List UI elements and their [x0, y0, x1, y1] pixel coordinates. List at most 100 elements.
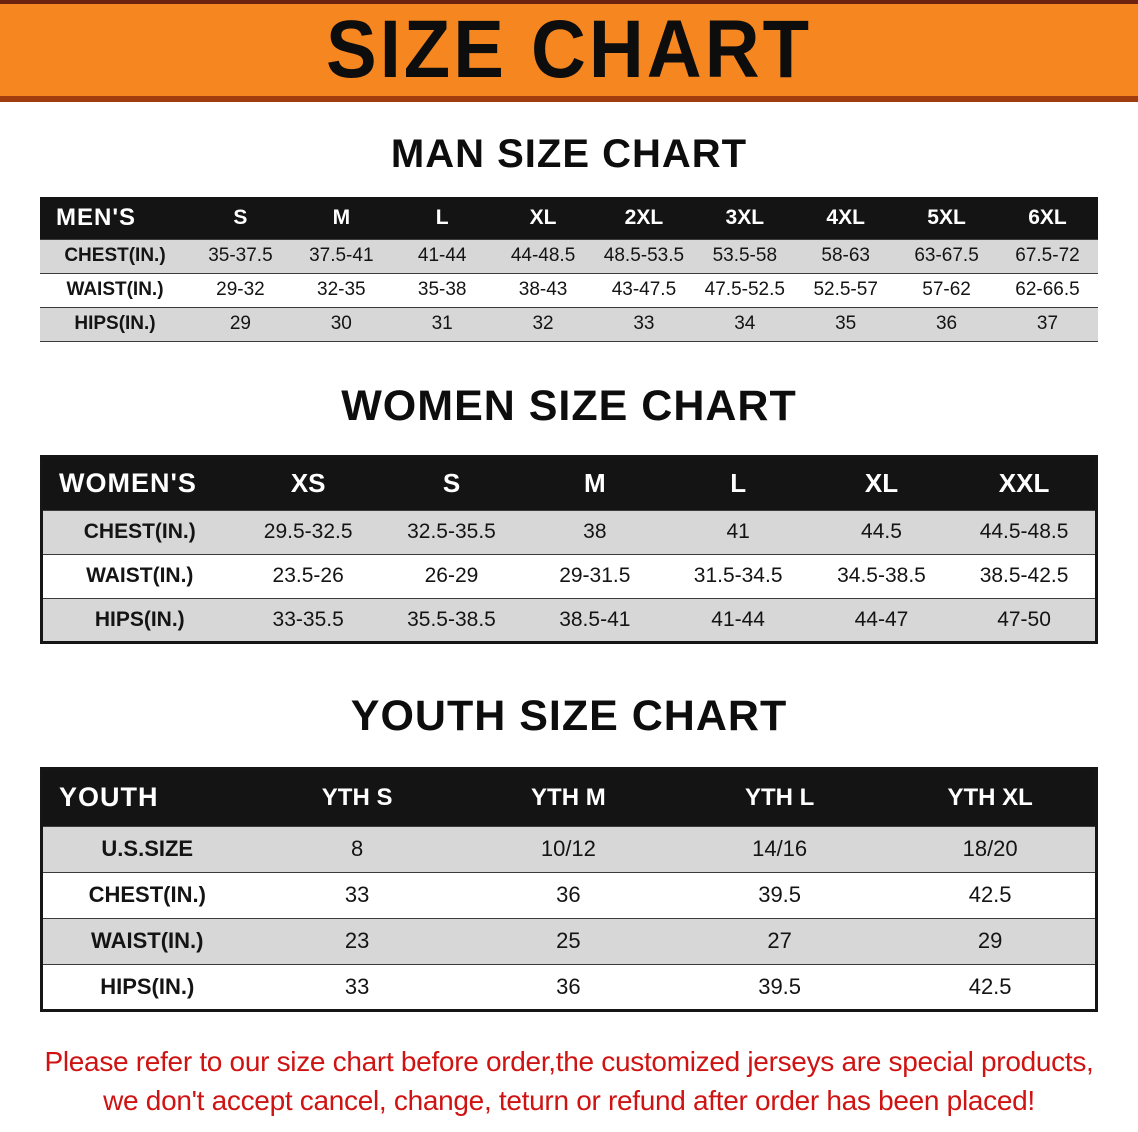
- size-value: 33: [251, 963, 463, 1010]
- size-value: 36: [896, 306, 997, 341]
- table-row: CHEST(IN.) 33 36 39.5 42.5: [41, 871, 1097, 918]
- size-column-header: 3XL: [694, 197, 796, 239]
- size-value: 29-32: [190, 272, 291, 307]
- size-value: 47-50: [953, 597, 1097, 642]
- size-value: 29: [885, 917, 1097, 964]
- size-column-header: 6XL: [997, 197, 1098, 239]
- size-value: 41-44: [391, 238, 493, 273]
- size-value: 35-37.5: [190, 238, 291, 273]
- size-value: 48.5-53.5: [593, 238, 695, 273]
- banner-title: SIZE CHART: [326, 3, 812, 96]
- size-value: 57-62: [896, 272, 997, 307]
- size-column-header: XS: [236, 456, 380, 510]
- row-label: WAIST(IN.): [40, 272, 190, 307]
- table-row: WAIST(IN.) 29-32 32-35 35-38 38-43 43-47…: [40, 272, 1098, 307]
- size-value: 41: [666, 509, 810, 554]
- row-label: HIPS(IN.): [41, 963, 252, 1010]
- size-value: 32: [492, 306, 594, 341]
- size-value: 37.5-41: [290, 238, 392, 273]
- size-value: 34.5-38.5: [809, 553, 954, 598]
- size-value: 42.5: [885, 963, 1097, 1010]
- size-column-header: 4XL: [795, 197, 897, 239]
- size-column-header: M: [290, 197, 392, 239]
- size-column-header: L: [391, 197, 493, 239]
- size-value: 38.5-42.5: [953, 553, 1097, 598]
- size-value: 52.5-57: [795, 272, 897, 307]
- size-value: 29-31.5: [523, 553, 667, 598]
- size-value: 39.5: [674, 871, 886, 918]
- size-value: 23: [251, 917, 463, 964]
- size-value: 31.5-34.5: [666, 553, 810, 598]
- youth-section-heading: YOUTH SIZE CHART: [350, 691, 788, 740]
- row-label: WAIST(IN.): [41, 553, 237, 598]
- size-column-header: 5XL: [896, 197, 997, 239]
- table-row: CHEST(IN.) 29.5-32.5 32.5-35.5 38 41 44.…: [41, 509, 1097, 554]
- men-section-heading: MAN SIZE CHART: [390, 132, 748, 176]
- women-table-title: WOMEN'S: [41, 456, 237, 510]
- row-label: U.S.SIZE: [41, 825, 252, 872]
- size-column-header: S: [379, 456, 524, 510]
- table-row: CHEST(IN.) 35-37.5 37.5-41 41-44 44-48.5…: [40, 238, 1098, 273]
- size-column-header: YTH S: [251, 768, 463, 826]
- size-value: 35: [795, 306, 897, 341]
- size-value: 35.5-38.5: [379, 597, 524, 642]
- row-label: CHEST(IN.): [40, 238, 190, 273]
- size-value: 30: [290, 306, 392, 341]
- size-column-header: XL: [492, 197, 594, 239]
- size-value: 44-47: [809, 597, 954, 642]
- size-value: 41-44: [666, 597, 810, 642]
- size-value: 38-43: [492, 272, 594, 307]
- row-label: CHEST(IN.): [41, 509, 237, 554]
- size-value: 32-35: [290, 272, 392, 307]
- size-value: 39.5: [674, 963, 886, 1010]
- size-value: 47.5-52.5: [694, 272, 796, 307]
- size-value: 63-67.5: [896, 238, 997, 273]
- size-value: 36: [462, 871, 674, 918]
- youth-table-title: YOUTH: [41, 768, 252, 826]
- men-table-title: MEN'S: [40, 197, 190, 239]
- women-size-table: WOMEN'S XS S M L XL XXL CHEST(IN.) 29.5-…: [40, 454, 1098, 644]
- footer-note: Please refer to our size chart before or…: [0, 1042, 1138, 1120]
- size-column-header: 2XL: [593, 197, 695, 239]
- youth-header-row: YOUTH YTH S YTH M YTH L YTH XL: [41, 768, 1097, 826]
- row-label: HIPS(IN.): [41, 597, 237, 642]
- size-value: 8: [251, 825, 463, 872]
- size-value: 42.5: [885, 871, 1097, 918]
- size-value: 35-38: [391, 272, 493, 307]
- table-row: HIPS(IN.) 33 36 39.5 42.5: [41, 963, 1097, 1010]
- table-row: WAIST(IN.) 23.5-26 26-29 29-31.5 31.5-34…: [41, 553, 1097, 598]
- size-value: 18/20: [885, 825, 1097, 872]
- size-value: 34: [694, 306, 796, 341]
- women-header-row: WOMEN'S XS S M L XL XXL: [41, 456, 1097, 510]
- size-value: 33: [251, 871, 463, 918]
- size-value: 33-35.5: [236, 597, 380, 642]
- footer-note-line-1: Please refer to our size chart before or…: [44, 1045, 1094, 1077]
- size-value: 38: [523, 509, 667, 554]
- size-value: 58-63: [795, 238, 897, 273]
- youth-size-table: YOUTH YTH S YTH M YTH L YTH XL U.S.SIZE …: [40, 766, 1098, 1012]
- table-row: HIPS(IN.) 33-35.5 35.5-38.5 38.5-41 41-4…: [41, 597, 1097, 642]
- table-row: WAIST(IN.) 23 25 27 29: [41, 917, 1097, 964]
- size-value: 53.5-58: [694, 238, 796, 273]
- size-value: 10/12: [462, 825, 674, 872]
- size-value: 23.5-26: [236, 553, 380, 598]
- size-value: 44.5-48.5: [953, 509, 1097, 554]
- table-row: HIPS(IN.) 29 30 31 32 33 34 35 36 37: [40, 306, 1098, 341]
- table-row: U.S.SIZE 8 10/12 14/16 18/20: [41, 825, 1097, 872]
- size-column-header: S: [190, 197, 291, 239]
- size-column-header: YTH M: [462, 768, 674, 826]
- men-size-table: MEN'S S M L XL 2XL 3XL 4XL 5XL 6XL CHEST…: [40, 197, 1098, 342]
- size-value: 32.5-35.5: [379, 509, 524, 554]
- size-column-header: XXL: [953, 456, 1097, 510]
- size-column-header: XL: [809, 456, 954, 510]
- size-column-header: YTH XL: [885, 768, 1097, 826]
- size-value: 25: [462, 917, 674, 964]
- size-value: 29.5-32.5: [236, 509, 380, 554]
- men-header-row: MEN'S S M L XL 2XL 3XL 4XL 5XL 6XL: [40, 197, 1098, 239]
- size-value: 37: [997, 306, 1098, 341]
- size-value: 43-47.5: [593, 272, 695, 307]
- size-value: 62-66.5: [997, 272, 1098, 307]
- size-value: 38.5-41: [523, 597, 667, 642]
- size-column-header: YTH L: [674, 768, 886, 826]
- size-value: 44.5: [809, 509, 954, 554]
